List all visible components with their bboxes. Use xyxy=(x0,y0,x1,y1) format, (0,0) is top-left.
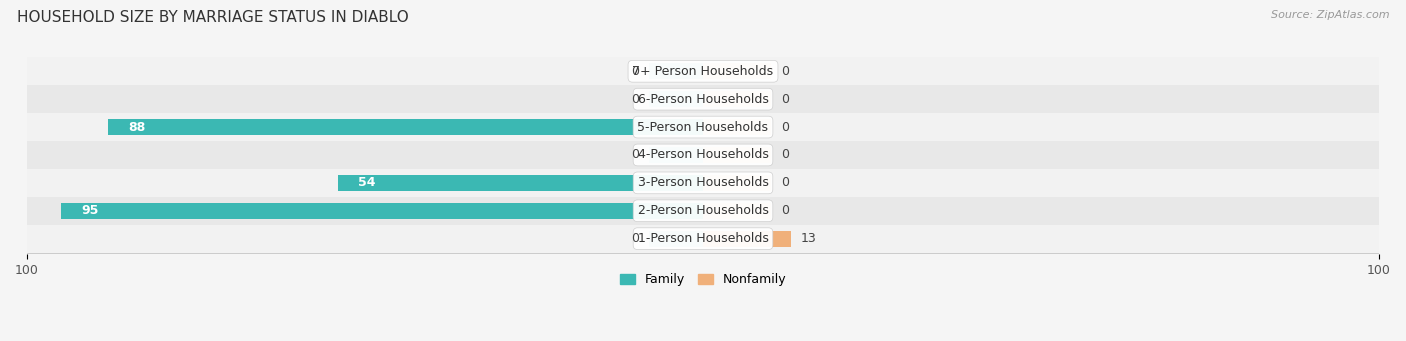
Bar xyxy=(27,197,1379,225)
Text: 5-Person Households: 5-Person Households xyxy=(637,121,769,134)
Bar xyxy=(703,147,770,163)
Text: 13: 13 xyxy=(801,232,817,245)
Bar xyxy=(650,231,703,247)
Text: 54: 54 xyxy=(359,176,375,189)
Bar xyxy=(337,175,703,191)
Text: HOUSEHOLD SIZE BY MARRIAGE STATUS IN DIABLO: HOUSEHOLD SIZE BY MARRIAGE STATUS IN DIA… xyxy=(17,10,409,25)
Bar xyxy=(703,91,770,107)
Bar xyxy=(27,225,1379,253)
Legend: Family, Nonfamily: Family, Nonfamily xyxy=(614,268,792,291)
Bar xyxy=(27,141,1379,169)
Text: 88: 88 xyxy=(128,121,146,134)
Bar xyxy=(27,113,1379,141)
Bar xyxy=(27,85,1379,113)
Bar xyxy=(108,119,703,135)
Bar xyxy=(703,63,770,79)
Text: 3-Person Households: 3-Person Households xyxy=(637,176,769,189)
Bar xyxy=(703,119,770,135)
Text: 0: 0 xyxy=(780,176,789,189)
Text: Source: ZipAtlas.com: Source: ZipAtlas.com xyxy=(1271,10,1389,20)
Text: 0: 0 xyxy=(631,148,638,162)
Text: 0: 0 xyxy=(780,65,789,78)
Text: 7+ Person Households: 7+ Person Households xyxy=(633,65,773,78)
Text: 0: 0 xyxy=(631,232,638,245)
Text: 4-Person Households: 4-Person Households xyxy=(637,148,769,162)
Bar xyxy=(27,169,1379,197)
Bar xyxy=(650,63,703,79)
Text: 6-Person Households: 6-Person Households xyxy=(637,93,769,106)
Bar xyxy=(650,91,703,107)
Text: 2-Person Households: 2-Person Households xyxy=(637,204,769,217)
Text: 0: 0 xyxy=(631,93,638,106)
Bar xyxy=(650,147,703,163)
Text: 0: 0 xyxy=(780,93,789,106)
Text: 1-Person Households: 1-Person Households xyxy=(637,232,769,245)
Bar xyxy=(60,203,703,219)
Bar xyxy=(703,231,792,247)
Bar xyxy=(27,57,1379,85)
Bar xyxy=(703,175,770,191)
Text: 95: 95 xyxy=(82,204,98,217)
Text: 0: 0 xyxy=(780,121,789,134)
Text: 0: 0 xyxy=(631,65,638,78)
Text: 0: 0 xyxy=(780,148,789,162)
Text: 0: 0 xyxy=(780,204,789,217)
Bar xyxy=(703,203,770,219)
